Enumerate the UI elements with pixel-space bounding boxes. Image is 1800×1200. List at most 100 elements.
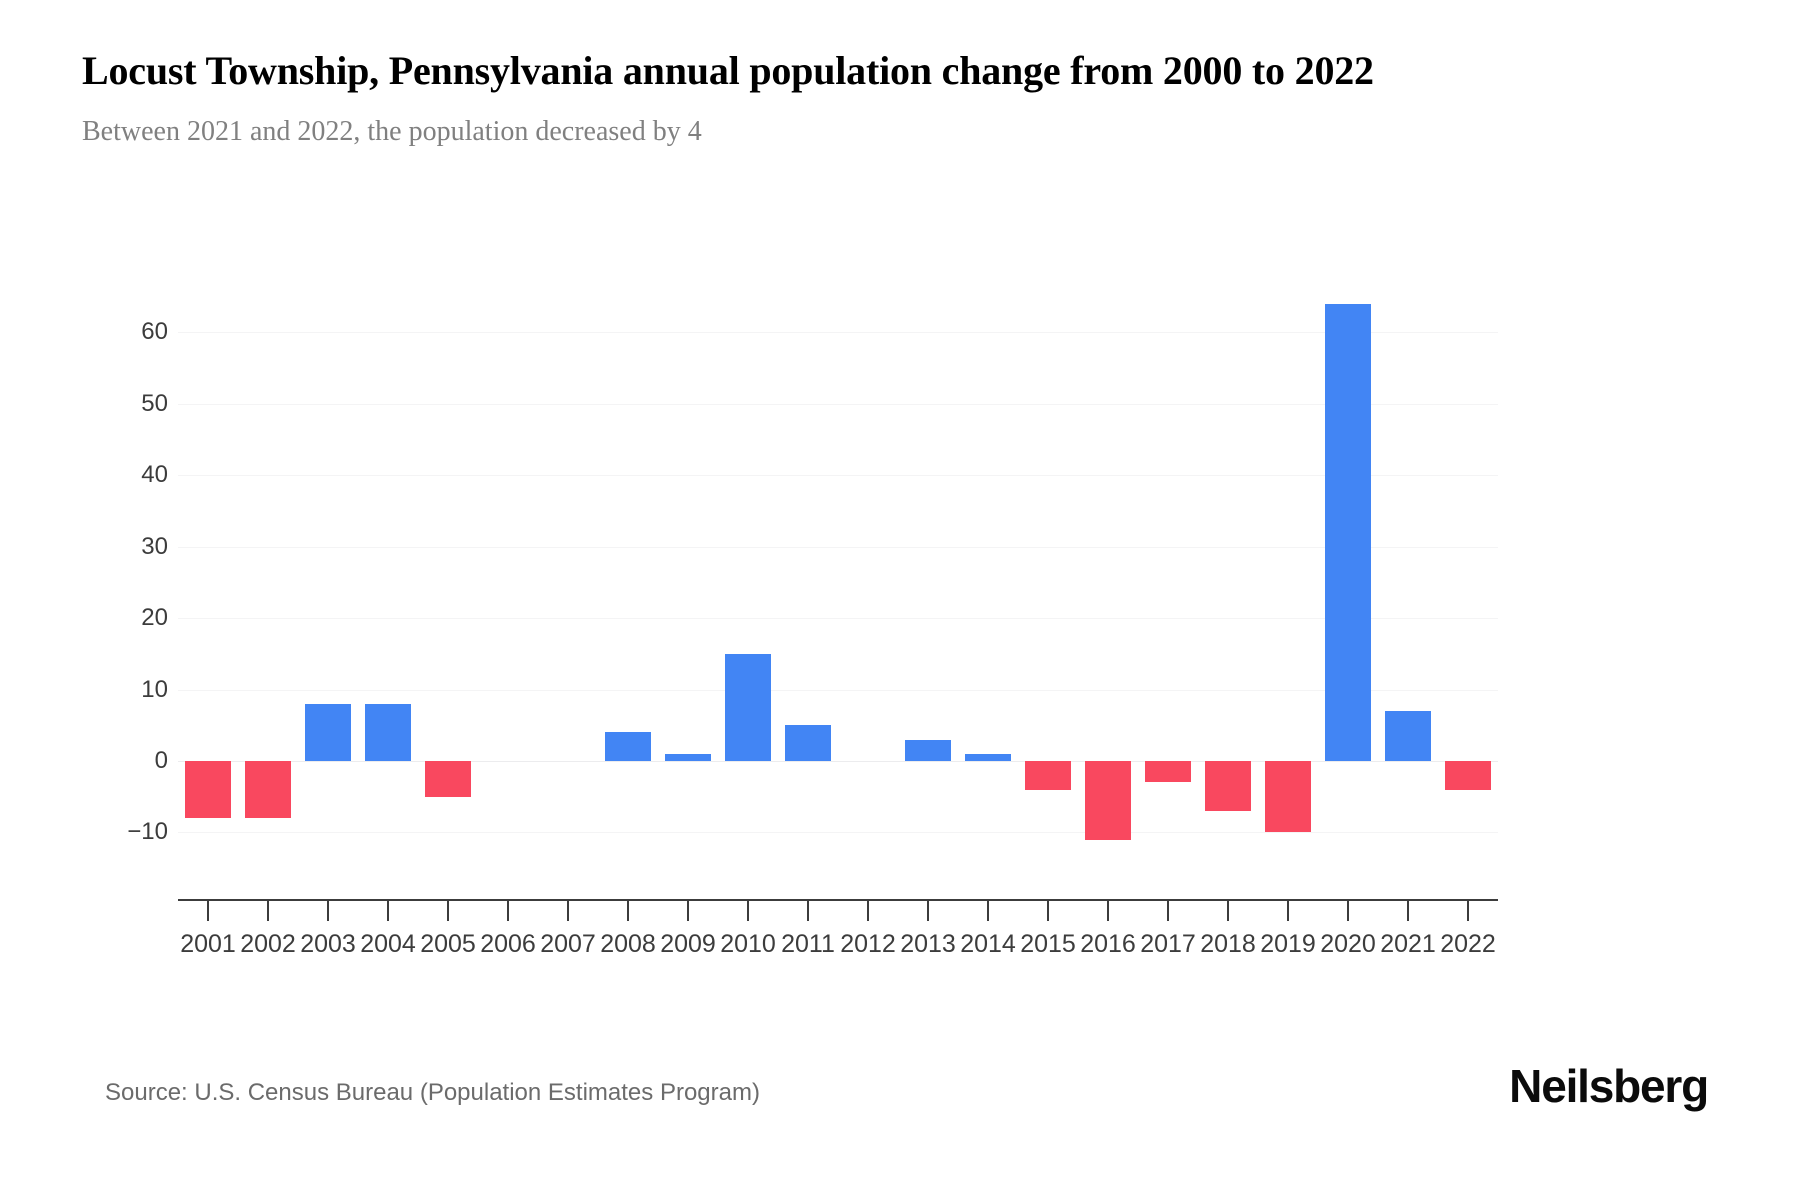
bar-slot: [1438, 261, 1498, 861]
x-axis-tick-label: 2005: [420, 930, 476, 958]
x-axis-tick-label: 2010: [720, 930, 776, 958]
y-axis-tick-label: 50: [141, 389, 168, 417]
bar[interactable]: [665, 753, 711, 761]
x-axis-tick-label: 2003: [300, 930, 356, 958]
x-axis-tick: [1287, 901, 1289, 921]
bar-slot: [358, 261, 418, 861]
bar[interactable]: [425, 761, 471, 797]
gridline: [178, 546, 1498, 548]
x-axis-tick: [927, 901, 929, 921]
bar[interactable]: [905, 739, 951, 761]
x-axis-tick: [267, 901, 269, 921]
bar-slot: [1198, 261, 1258, 861]
bar-slot: [1378, 261, 1438, 861]
y-axis-tick-label: 20: [141, 604, 168, 632]
bar[interactable]: [185, 761, 231, 819]
bar-slot: [898, 261, 958, 861]
bar-slot: [1138, 261, 1198, 861]
x-axis-tick: [867, 901, 869, 921]
gridline: [178, 689, 1498, 691]
bar[interactable]: [1145, 761, 1191, 783]
bar[interactable]: [785, 725, 831, 761]
x-axis-line: [178, 899, 1498, 901]
gridline: [178, 403, 1498, 405]
x-axis-tick-label: 2012: [840, 930, 896, 958]
bar[interactable]: [1325, 303, 1371, 761]
x-axis-tick: [1047, 901, 1049, 921]
x-axis-tick: [567, 901, 569, 921]
source-note: Source: U.S. Census Bureau (Population E…: [105, 1079, 760, 1106]
y-axis-tick-label: 60: [141, 318, 168, 346]
x-axis-tick-label: 2006: [480, 930, 536, 958]
bar[interactable]: [1445, 761, 1491, 790]
gridline: [178, 832, 1498, 834]
bars-group: [178, 261, 1498, 861]
x-axis-tick-label: 2002: [240, 930, 296, 958]
x-axis-tick: [1107, 901, 1109, 921]
bar[interactable]: [1385, 711, 1431, 761]
bar-slot: [778, 261, 838, 861]
y-axis-tick-label: 30: [141, 532, 168, 560]
x-axis-tick: [687, 901, 689, 921]
bar[interactable]: [305, 703, 351, 761]
plot-area: 60 50 40 30 20 10 0 −10: [127, 261, 1498, 861]
bar-slot: [718, 261, 778, 861]
x-axis-tick: [387, 901, 389, 921]
y-axis-tick-label: 10: [141, 675, 168, 703]
bar-slot: [1258, 261, 1318, 861]
bar-slot: [238, 261, 298, 861]
x-axis-tick: [447, 901, 449, 921]
bar-slot: [958, 261, 1018, 861]
bar[interactable]: [605, 732, 651, 761]
x-axis-tick: [207, 901, 209, 921]
x-axis-tick: [807, 901, 809, 921]
page-title: Locust Township, Pennsylvania annual pop…: [82, 48, 1374, 93]
bar[interactable]: [1205, 761, 1251, 811]
x-axis-tick: [1347, 901, 1349, 921]
bar[interactable]: [725, 653, 771, 761]
bar-slot: [658, 261, 718, 861]
x-axis-tick-label: 2008: [600, 930, 656, 958]
y-axis-tick-label: 0: [154, 747, 168, 774]
bar-slot: [838, 261, 898, 861]
x-axis-tick: [1467, 901, 1469, 921]
bar[interactable]: [1085, 761, 1131, 840]
bar-slot: [418, 261, 478, 861]
bar-slot: [598, 261, 658, 861]
x-axis-tick-label: 2022: [1440, 930, 1496, 958]
bar[interactable]: [365, 703, 411, 761]
bar[interactable]: [1025, 761, 1071, 790]
bar-slot: [1018, 261, 1078, 861]
gridline: [178, 332, 1498, 334]
x-axis-tick-label: 2004: [360, 930, 416, 958]
x-axis-tick: [747, 901, 749, 921]
x-axis-tick-label: 2016: [1080, 930, 1136, 958]
x-axis-labels: 2001 2002 2003 2004 2005 2006 2007 2008 2009 2010…: [178, 930, 1498, 970]
bar-slot: [1078, 261, 1138, 861]
x-axis-tick-label: 2011: [781, 930, 835, 958]
y-axis-tick-label: 40: [141, 461, 168, 489]
x-axis-tick: [507, 901, 509, 921]
zero-line: [178, 761, 1498, 762]
bar-slot: [298, 261, 358, 861]
bar[interactable]: [965, 753, 1011, 761]
x-axis-tick-label: 2014: [960, 930, 1016, 958]
x-axis-tick: [1227, 901, 1229, 921]
x-axis-tick-label: 2017: [1140, 930, 1196, 958]
x-axis-tick-label: 2001: [180, 930, 236, 958]
bar-slot: [178, 261, 238, 861]
bar-slot: [538, 261, 598, 861]
x-axis-tick: [1167, 901, 1169, 921]
x-axis-tick-label: 2015: [1020, 930, 1076, 958]
bar-slot: [478, 261, 538, 861]
gridline: [178, 618, 1498, 620]
x-axis-ticks: [178, 901, 1498, 921]
bar[interactable]: [1265, 761, 1311, 833]
y-axis-tick-label: −10: [127, 818, 168, 846]
x-axis-tick-label: 2018: [1200, 930, 1256, 958]
gridline: [178, 475, 1498, 477]
bar-slot: [1318, 261, 1378, 861]
x-axis-tick: [987, 901, 989, 921]
x-axis-tick-label: 2021: [1380, 930, 1436, 958]
bar[interactable]: [245, 761, 291, 819]
